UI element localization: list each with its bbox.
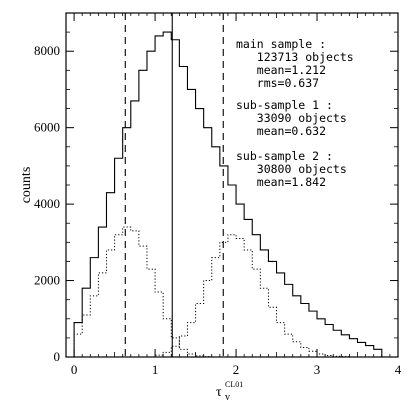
mean-lines: [124, 13, 224, 357]
x-axis-label-sub: v: [225, 392, 230, 403]
x-tick-label: 1: [152, 362, 159, 377]
annotation-line: mean=1.842: [236, 175, 326, 189]
annotations: main sample : 123713 objects mean=1.212 …: [236, 37, 354, 189]
x-axis-label-main: τ: [216, 385, 222, 400]
histogram-series-1: [73, 226, 382, 358]
annotation-line: 33090 objects: [236, 111, 347, 125]
histogram-series-2: [74, 234, 382, 358]
y-tick-label: 4000: [34, 196, 60, 211]
x-axis-label: τ v CL01: [216, 380, 243, 403]
annotation-line: main sample :: [236, 37, 326, 51]
x-tick-label: 4: [395, 362, 402, 377]
annotation-line: mean=1.212: [236, 63, 326, 77]
y-tick-label: 6000: [34, 120, 60, 135]
annotation-line: rms=0.637: [236, 76, 319, 90]
annotation-line: mean=0.632: [236, 124, 326, 138]
axis-ticks: 0 1 2 3 4 0 2000 4000 6000 8000: [34, 12, 402, 377]
y-axis-label: counts: [19, 167, 34, 204]
histogram-series-0: [73, 31, 383, 357]
annotation-line: sub-sample 1 :: [236, 98, 333, 112]
annotation-line: sub-sample 2 :: [236, 149, 333, 163]
annotation-line: 123713 objects: [236, 50, 354, 64]
histogram-series: [73, 31, 383, 358]
y-tick-label: 8000: [34, 43, 60, 58]
x-tick-label: 0: [71, 362, 78, 377]
annotation-line: 30800 objects: [236, 162, 347, 176]
x-axis-label-sup: CL01: [225, 380, 243, 389]
x-tick-label: 3: [314, 362, 321, 377]
y-tick-label: 2000: [34, 273, 60, 288]
x-tick-label: 2: [233, 362, 240, 377]
y-tick-label: 0: [54, 349, 61, 364]
